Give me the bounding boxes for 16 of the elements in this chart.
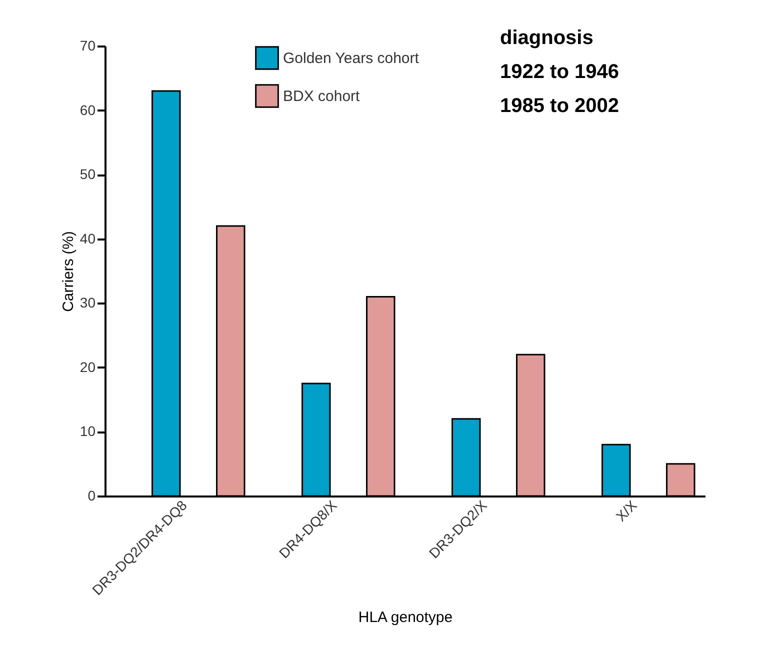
- annotation: 1985 to 2002: [500, 95, 619, 117]
- annotation: diagnosis: [500, 27, 594, 49]
- y-tick-label: 40: [80, 230, 96, 246]
- annotation: 1922 to 1946: [500, 61, 619, 83]
- y-tick-label: 70: [80, 38, 96, 54]
- x-axis-title: HLA genotype: [358, 609, 453, 626]
- legend-label: Golden Years cohort: [283, 50, 420, 67]
- y-axis-title: Carriers (%): [60, 231, 77, 312]
- y-tick-label: 0: [88, 488, 96, 504]
- y-tick-label: 60: [80, 102, 96, 118]
- legend-label: BDX cohort: [283, 88, 361, 105]
- y-tick-label: 50: [80, 166, 96, 182]
- y-tick-label: 30: [80, 294, 96, 311]
- y-tick-label: 20: [80, 358, 96, 375]
- y-tick-label: 10: [80, 423, 96, 440]
- x-tick-label: X/X: [612, 496, 640, 524]
